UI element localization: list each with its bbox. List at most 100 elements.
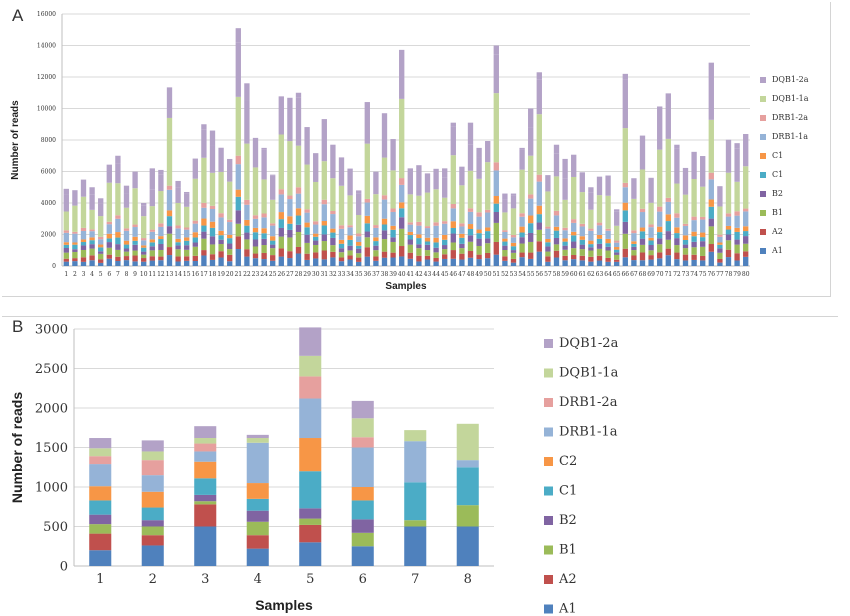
- bar-segment-DQB1-1a-sample-10: [141, 216, 146, 238]
- x-tick-label-79: 79: [733, 271, 741, 278]
- x-tick-label-1: 1: [64, 271, 68, 278]
- bar-segment-B1-sample-23: [253, 246, 258, 253]
- bar-segment-C1-sample-49: [476, 233, 481, 238]
- legend-swatch-A2: [760, 229, 766, 235]
- x-axis-title: Samples: [385, 281, 427, 292]
- bar-segment-A1-sample-57: [545, 262, 550, 266]
- bar-segment-C1-sample-12: [158, 239, 163, 244]
- bar-segment-DQB1-1a-sample-12: [158, 191, 163, 223]
- bar-segment-C1-sample-31: [322, 225, 327, 234]
- bar-segment-B2-sample-71: [666, 231, 671, 240]
- bar-segment-DRB1-1a-sample-45: [442, 224, 447, 235]
- bar-segment-A1-sample-37: [373, 261, 378, 266]
- bar-segment-DRB1-1a-sample-2: [72, 234, 77, 243]
- bar-segment-DQB1-2a-sample-52: [502, 200, 507, 213]
- bar-segment-C1-sample-73: [683, 235, 688, 240]
- bar-segment-B2-sample-76: [709, 219, 714, 227]
- bar-segment-C1-sample-44: [433, 242, 438, 247]
- bar-segment-B1-sample-68: [640, 245, 645, 253]
- bar-segment-C1-sample-18: [210, 222, 215, 228]
- x-tick-label-21: 21: [234, 271, 242, 278]
- bar-segment-B2-sample-54: [519, 237, 524, 243]
- bar-segment-top-sample-28: [296, 93, 301, 97]
- bar-segment-DRB1-2a-sample-8: [124, 228, 129, 230]
- bar-segment-DRB1-1a-sample-4: [247, 443, 269, 483]
- bar-segment-DQB1-1a-sample-26: [279, 134, 284, 189]
- bar-segment-B1-sample-69: [648, 250, 653, 255]
- bar-segment-A1-sample-7: [115, 261, 120, 266]
- bar-segment-DRB1-1a-sample-66: [623, 187, 628, 202]
- bar-segment-B1-sample-18: [210, 244, 215, 254]
- bar-segment-B2-sample-41: [408, 240, 413, 245]
- bar-segment-C1-sample-53: [511, 246, 516, 250]
- bar-segment-A2-sample-5: [98, 259, 103, 263]
- bar-segment-C1-sample-17: [201, 226, 206, 232]
- bar-segment-A2-sample-28: [296, 247, 301, 254]
- bar-segment-A1-sample-8: [124, 260, 129, 266]
- bar-segment-C2-sample-6: [352, 487, 374, 500]
- bar-segment-C1-sample-19: [218, 235, 223, 239]
- bar-segment-A1-sample-5: [98, 263, 103, 266]
- x-tick-label-43: 43: [424, 271, 432, 278]
- bar-segment-DRB1-1a-sample-36: [365, 203, 370, 216]
- bar-segment-DRB1-2a-sample-32: [330, 211, 335, 214]
- bar-segment-A2-sample-4: [89, 255, 94, 260]
- bar-segment-DQB1-1a-sample-29: [304, 165, 309, 210]
- bar-segment-A2-sample-4: [247, 535, 269, 548]
- y-tick-label-16000: 16000: [37, 11, 56, 18]
- bar-segment-C1-sample-74: [691, 236, 696, 242]
- bar-segment-DRB1-1a-sample-72: [674, 218, 679, 228]
- bar-segment-DQB1-2a-sample-79: [734, 149, 739, 182]
- bar-segment-A1-sample-72: [674, 259, 679, 266]
- bar-segment-B1-sample-44: [433, 252, 438, 258]
- bar-segment-A1-sample-73: [683, 260, 688, 266]
- bar-segment-top-sample-17: [201, 124, 206, 130]
- legend-swatch-A1: [544, 605, 553, 614]
- bar-segment-B2-sample-63: [597, 244, 602, 249]
- bar-segment-C1-sample-44: [433, 238, 438, 243]
- x-tick-label-5: 5: [99, 271, 103, 278]
- bar-segment-B1-sample-37: [373, 250, 378, 256]
- bar-segment-DQB1-1a-sample-54: [519, 170, 524, 214]
- bar-segment-DQB1-1a-sample-1: [89, 448, 111, 456]
- bar-segment-DRB1-2a-sample-43: [425, 226, 430, 228]
- bar-segment-C1-sample-55: [528, 216, 533, 224]
- x-tick-label-13: 13: [166, 271, 174, 278]
- bar-segment-A2-sample-78: [726, 250, 731, 257]
- bar-segment-DQB1-2a-sample-67: [631, 178, 636, 199]
- bar-segment-C1-sample-72: [674, 233, 679, 238]
- legend-swatch-DRB1-2a: [544, 398, 553, 407]
- bar-segment-B1-sample-12: [158, 250, 163, 257]
- bar-segment-B1-sample-20: [227, 249, 232, 255]
- x-tick-label-41: 41: [406, 271, 414, 278]
- bar-segment-DQB1-2a-sample-15: [184, 193, 189, 207]
- bar-segment-top-sample-72: [674, 145, 679, 149]
- x-tick-label-2: 2: [73, 271, 77, 278]
- bar-segment-DQB1-2a-sample-32: [330, 145, 335, 178]
- x-tick-label-28: 28: [295, 271, 303, 278]
- bar-segment-B2-sample-66: [623, 222, 628, 234]
- bar-segment-DQB1-1a-sample-48: [468, 171, 473, 209]
- bar-segment-DQB1-1a-sample-2: [72, 206, 77, 232]
- bar-segment-B2-sample-15: [184, 245, 189, 250]
- bar-segment-B1-sample-80: [743, 244, 748, 252]
- bar-segment-DQB1-2a-sample-76: [709, 63, 714, 120]
- bar-segment-DQB1-1a-sample-45: [442, 198, 447, 221]
- bar-segment-DRB1-1a-sample-31: [322, 204, 327, 221]
- bar-segment-DQB1-1a-sample-55: [528, 156, 533, 195]
- bar-segment-A2-sample-50: [485, 253, 490, 258]
- x-tick-label-7: 7: [116, 271, 120, 278]
- y-tick-label-1500: 1500: [35, 441, 68, 456]
- bar-segment-DQB1-1a-sample-46: [451, 155, 456, 204]
- bar-segment-DRB1-2a-sample-79: [734, 211, 739, 215]
- bar-segment-B2-sample-29: [304, 235, 309, 243]
- x-tick-label-26: 26: [277, 271, 285, 278]
- bar-segment-DQB1-2a-sample-3: [81, 180, 86, 197]
- bar-segment-C1-sample-67: [631, 241, 636, 244]
- bar-segment-A1-sample-9: [132, 261, 137, 266]
- bar-segment-B2-sample-69: [648, 245, 653, 250]
- bar-segment-A2-sample-13: [167, 247, 172, 255]
- bar-segment-DRB1-1a-sample-10: [141, 240, 146, 245]
- bar-segment-DRB1-2a-sample-38: [382, 195, 387, 199]
- bar-segment-B1-sample-79: [734, 245, 739, 254]
